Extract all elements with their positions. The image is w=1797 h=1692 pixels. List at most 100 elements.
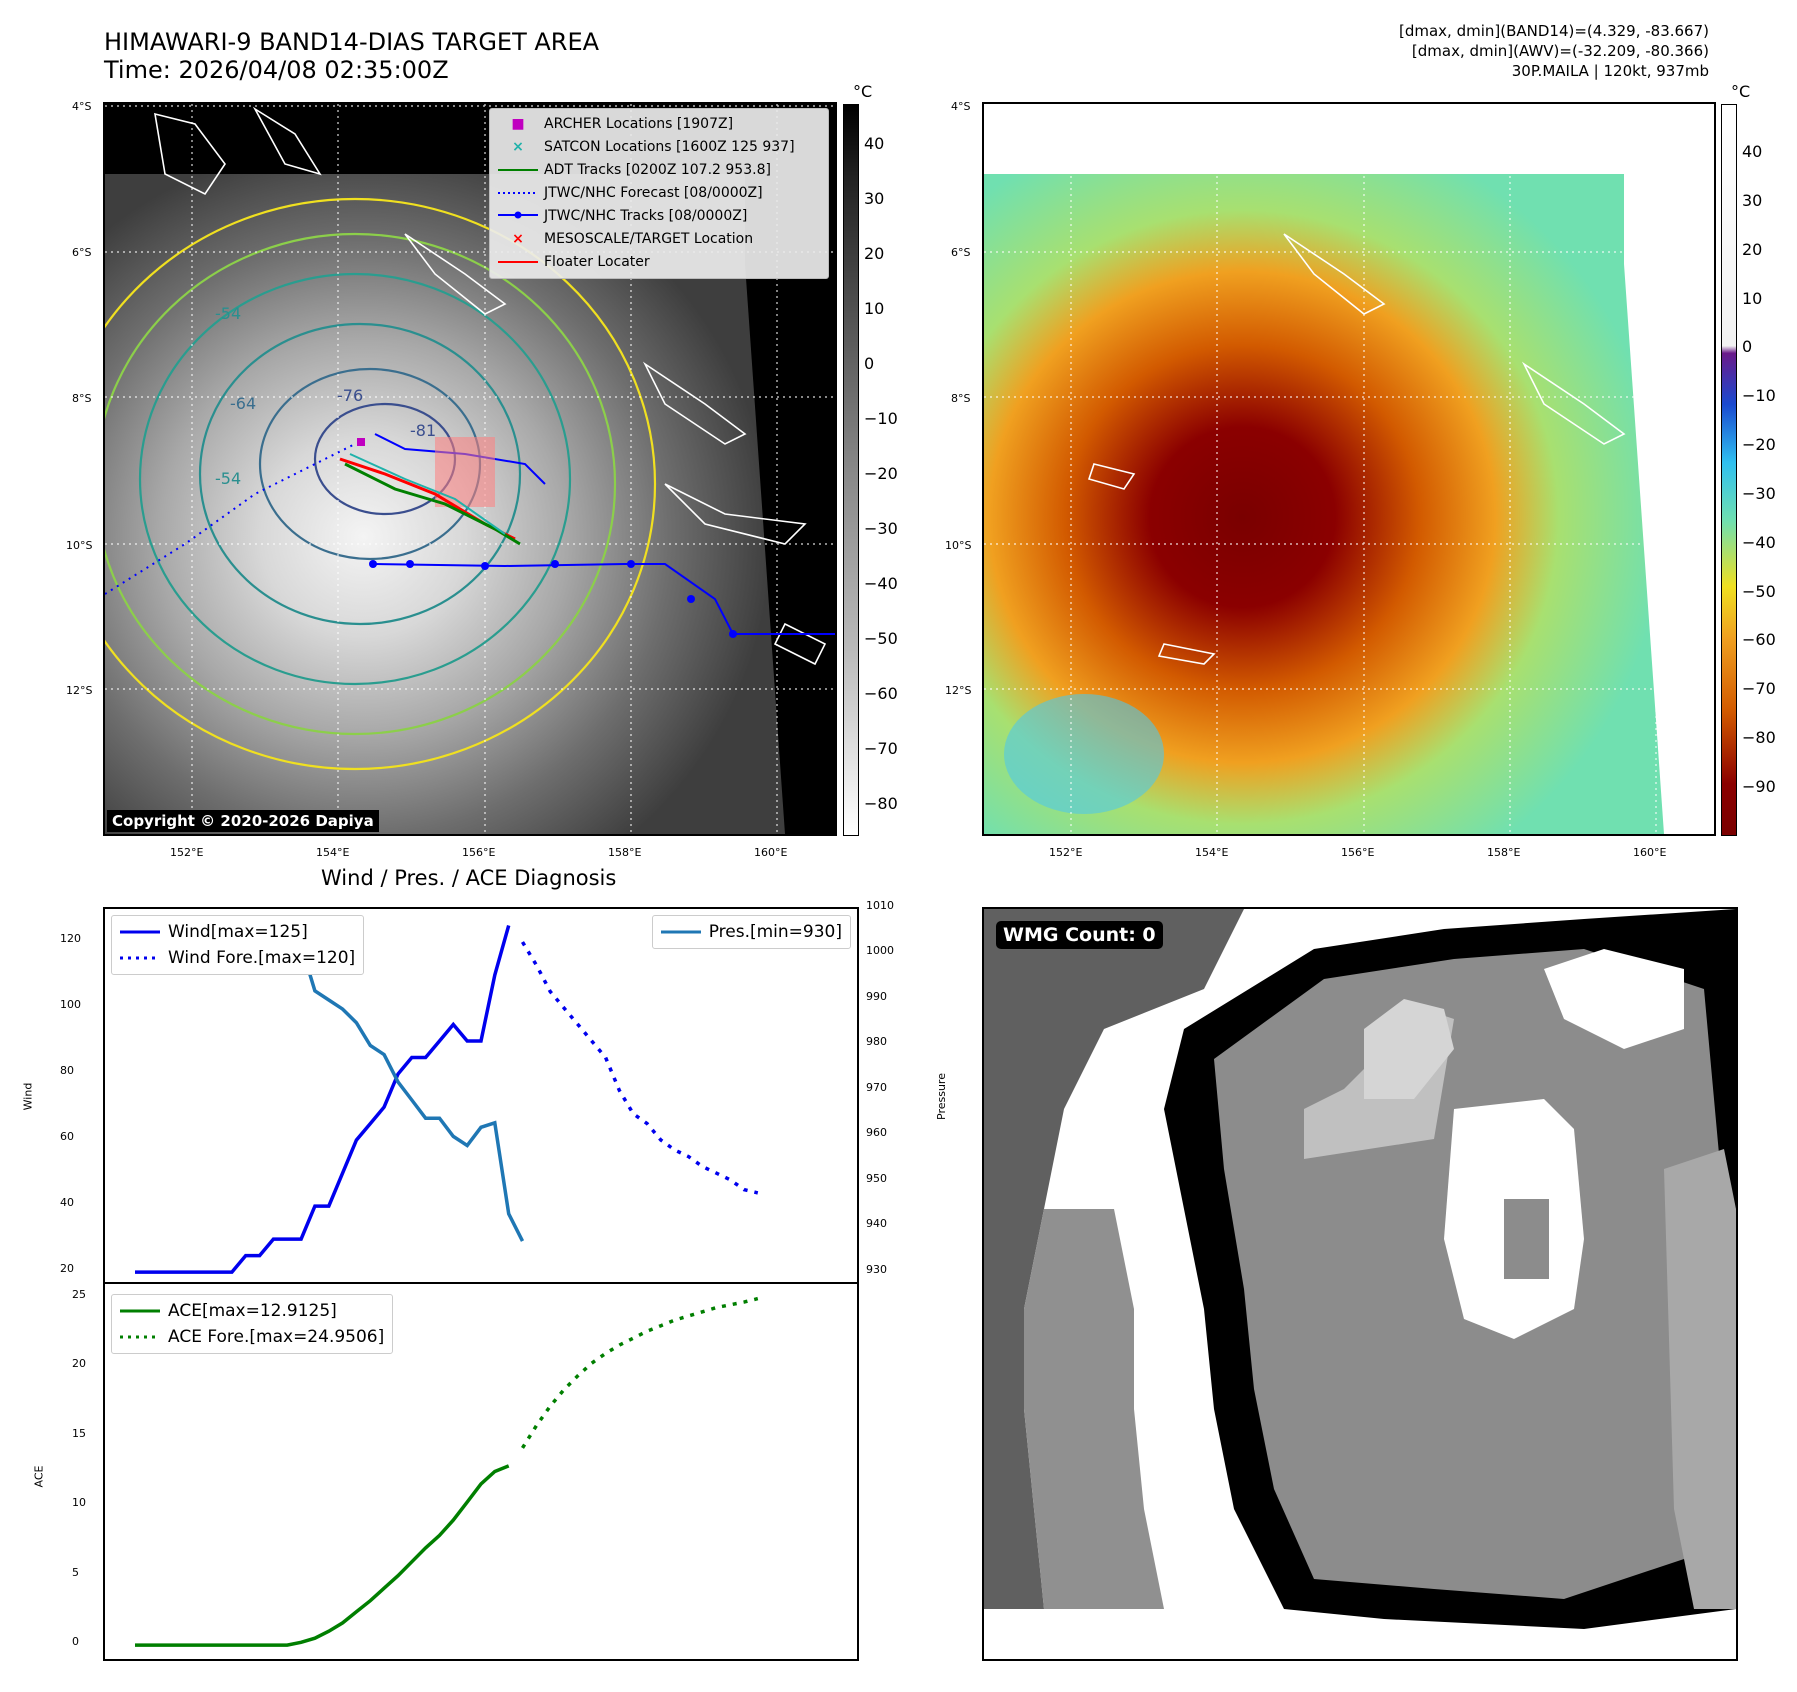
ace-ytick: 25 xyxy=(72,1287,86,1301)
legend-satcon: × SATCON Locations [1600Z 125 937] xyxy=(512,139,795,155)
legend-ace-forecast: ACE Fore.[max=24.9506] xyxy=(120,1327,385,1347)
awv-lat-tick-10s: 10°S xyxy=(945,539,972,552)
left-colorbar-tick: −30 xyxy=(864,519,898,538)
right-colorbar-tick: −90 xyxy=(1742,777,1776,796)
awv-map-image xyxy=(984,104,1714,834)
left-colorbar-tick: 10 xyxy=(864,299,885,318)
pressure-ytick: 930 xyxy=(866,1262,887,1276)
pressure-ytick: 940 xyxy=(866,1217,887,1231)
awv-lat-tick-6s: 6°S xyxy=(951,246,971,259)
wmg-count-label: WMG Count: 0 xyxy=(996,921,1163,949)
awv-lon-tick-160: 160°E xyxy=(1633,846,1667,859)
storm-info: 30P.MAILA | 120kt, 937mb xyxy=(1511,62,1709,80)
wind-ytick: 20 xyxy=(60,1262,74,1276)
right-colorbar xyxy=(1721,104,1737,836)
right-colorbar-tick: −70 xyxy=(1742,679,1776,699)
wind-ytick: 60 xyxy=(60,1130,74,1144)
left-colorbar-tick: −40 xyxy=(864,574,898,593)
left-colorbar-tick: 20 xyxy=(864,244,885,263)
awv-lat-tick-8s: 8°S xyxy=(951,392,971,405)
wmg-image xyxy=(984,909,1736,1659)
left-colorbar-tick: −10 xyxy=(864,409,898,428)
right-colorbar-tick: 30 xyxy=(1742,190,1763,210)
lat-tick-6s: 6°S xyxy=(72,246,92,259)
pressure-ytick: 970 xyxy=(866,1080,887,1094)
adt-floater-tracks xyxy=(339,453,521,546)
left-colorbar-unit: °C xyxy=(853,82,873,101)
lon-tick-158: 158°E xyxy=(608,846,642,859)
legend-ace: ACE[max=12.9125] xyxy=(120,1301,337,1321)
right-colorbar-tick: −60 xyxy=(1742,630,1776,650)
ace-series-line-1 xyxy=(521,1296,759,1449)
figure-time: Time: 2026/04/08 02:35:00Z xyxy=(104,56,449,84)
lon-tick-156: 156°E xyxy=(462,846,496,859)
pressure-ytick: 980 xyxy=(866,1035,887,1049)
awv-lon-tick-154: 154°E xyxy=(1195,846,1229,859)
legend-floater: Floater Locater xyxy=(498,254,650,270)
left-colorbar-tick: −50 xyxy=(864,629,898,648)
wind-ytick: 40 xyxy=(60,1196,74,1210)
wind-ytick: 80 xyxy=(60,1064,74,1078)
lat-tick-8s: 8°S xyxy=(72,392,92,405)
pressure-ylabel: Pressure xyxy=(934,1073,948,1120)
legend-mesoscale: × MESOSCALE/TARGET Location xyxy=(512,231,754,247)
ace-plot[interactable]: ACE[max=12.9125] ACE Fore.[max=24.9506] xyxy=(103,1282,859,1661)
right-colorbar-tick: −40 xyxy=(1742,532,1776,552)
wind-ytick: 100 xyxy=(60,998,81,1012)
wmg-panel[interactable]: WMG Count: 0 xyxy=(982,907,1738,1661)
pressure-ytick: 950 xyxy=(866,1171,887,1185)
awv-range: [dmax, dmin](AWV)=(-32.209, -80.366) xyxy=(1411,42,1709,60)
ace-ylabel: ACE xyxy=(32,1465,46,1488)
right-colorbar-unit: °C xyxy=(1731,82,1751,101)
legend-jtwc-tracks: JTWC/NHC Tracks [08/0000Z] xyxy=(498,205,820,228)
pressure-ytick: 1010 xyxy=(866,899,894,912)
lon-tick-152: 152°E xyxy=(170,846,204,859)
lat-tick-4s: 4°S xyxy=(72,100,92,113)
ace-ytick: 10 xyxy=(72,1496,86,1510)
right-colorbar-tick: −80 xyxy=(1742,728,1776,748)
figure-title: HIMAWARI-9 BAND14-DIAS TARGET AREA xyxy=(104,28,600,56)
wind-ylabel: Wind xyxy=(21,1082,35,1111)
awv-lat-tick-4s: 4°S xyxy=(951,100,971,113)
ace-ytick: 20 xyxy=(72,1357,86,1371)
lon-tick-160: 160°E xyxy=(754,846,788,859)
copyright-label: Copyright © 2020-2026 Dapiya xyxy=(107,810,379,832)
map-legend: ■ ARCHER Locations [1907Z] × SATCON Locati… xyxy=(489,108,829,279)
wind-ytick: 120 xyxy=(60,932,81,945)
pressure-ytick: 990 xyxy=(866,989,887,1003)
legend-jtwc-forecast: JTWC/NHC Forecast [08/0000Z] xyxy=(498,185,763,201)
left-colorbar-tick: 0 xyxy=(864,354,875,373)
pressure-ytick: 1000 xyxy=(866,944,894,958)
ace-ytick: 15 xyxy=(72,1426,86,1440)
awv-lon-tick-156: 156°E xyxy=(1341,846,1375,859)
right-colorbar-tick: −50 xyxy=(1742,581,1776,601)
pressure-ytick: 960 xyxy=(866,1126,887,1140)
awv-lat-tick-12s: 12°S xyxy=(945,684,972,697)
right-colorbar-tick: 20 xyxy=(1742,239,1763,259)
left-colorbar-tick: −60 xyxy=(864,684,898,703)
left-colorbar-tick: −70 xyxy=(864,739,898,758)
contour-label-5: -54 xyxy=(215,469,241,488)
awv-map-panel[interactable] xyxy=(982,102,1716,836)
contour-label-1: -54 xyxy=(215,304,241,323)
ir-map-panel[interactable]: -54 -64 -76 -81 -54 Copyright © 2020-202… xyxy=(103,102,837,836)
right-colorbar-tick: 40 xyxy=(1742,142,1763,161)
ace-ytick: 0 xyxy=(72,1635,79,1649)
legend-pressure: Pres.[min=930] xyxy=(660,922,842,942)
contour-label-3: -76 xyxy=(337,386,363,405)
awv-gridlines xyxy=(984,104,1714,834)
diagnosis-title: Wind / Pres. / ACE Diagnosis xyxy=(321,866,617,890)
wind-pres-plot[interactable]: Wind[max=125] Wind Fore.[max=120] Pres.[… xyxy=(103,907,859,1284)
left-colorbar-tick: −20 xyxy=(864,464,898,483)
legend-wind: Wind[max=125] xyxy=(120,922,308,942)
awv-lon-tick-158: 158°E xyxy=(1487,846,1521,859)
awv-lon-tick-152: 152°E xyxy=(1049,846,1083,859)
lat-tick-12s: 12°S xyxy=(66,684,93,697)
left-colorbar-tick: 40 xyxy=(864,134,885,153)
band14-range: [dmax, dmin](BAND14)=(4.329, -83.667) xyxy=(1398,22,1709,40)
coastlines xyxy=(154,106,827,666)
ace-legend: ACE[max=12.9125] ACE Fore.[max=24.9506] xyxy=(111,1294,394,1354)
right-colorbar-tick: 10 xyxy=(1742,288,1763,308)
legend-archer: ■ ARCHER Locations [1907Z] xyxy=(511,116,734,132)
contour-label-2: -64 xyxy=(230,394,256,413)
